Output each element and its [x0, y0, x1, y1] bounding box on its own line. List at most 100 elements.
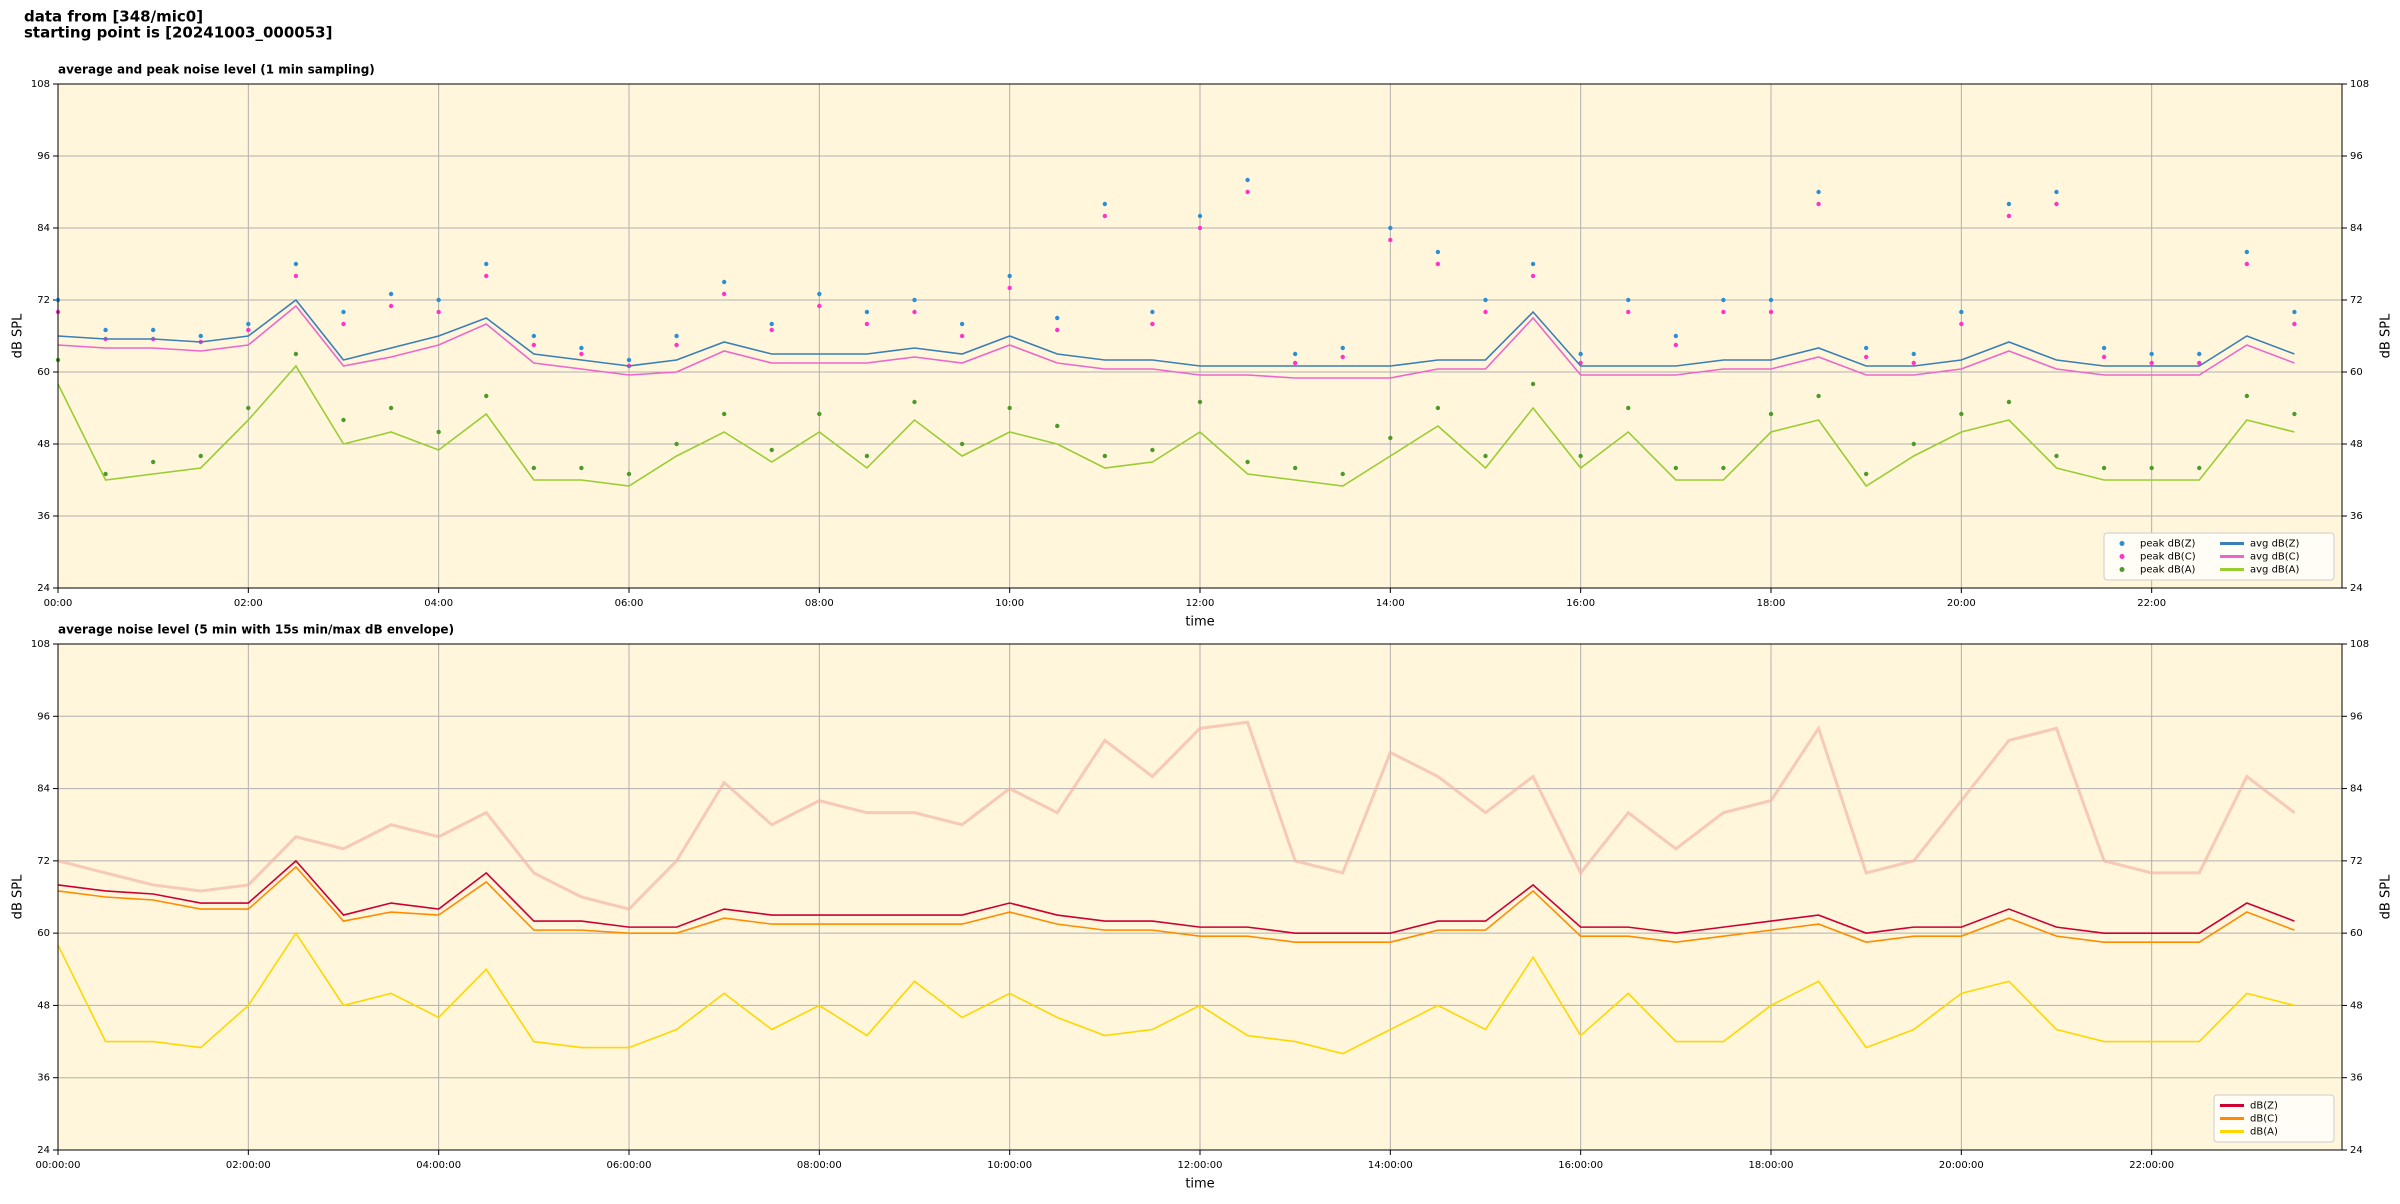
x-tick-label: 12:00 [1186, 598, 1215, 609]
peak-dot [1816, 201, 1821, 207]
x-tick-label: 18:00 [1757, 598, 1786, 609]
x-tick-label: 00:00 [44, 598, 73, 609]
x-tick-label: 22:00 [2137, 598, 2166, 609]
x-tick-label: 12:00:00 [1178, 1160, 1223, 1171]
envelope [57, 720, 2296, 911]
peak-dot [1626, 297, 1631, 303]
peak-dot [1959, 309, 1964, 315]
y-tick-label: 60 [37, 928, 50, 939]
y-tick-label: 108 [31, 639, 50, 650]
peak-dot [1911, 441, 1916, 447]
y-axis-label: dB SPL [11, 874, 26, 919]
y-tick-label: 96 [37, 151, 50, 162]
peak-dot [1768, 411, 1774, 417]
y-tick-label: 24 [37, 583, 50, 594]
x-axis-label: time [1185, 1177, 1214, 1192]
peak-dot [1197, 213, 1203, 219]
peak-dot [1055, 315, 1060, 321]
peak-dot [341, 321, 346, 327]
peak-dot [1863, 471, 1869, 477]
peak-dot [674, 342, 679, 348]
peak-dot [198, 333, 203, 339]
y-tick-label: 36 [37, 1073, 50, 1084]
series-line [57, 304, 2295, 379]
x-tick-label: 16:00 [1566, 598, 1595, 609]
peak-dot [1959, 321, 1964, 327]
peak-dot [721, 279, 727, 285]
peak-dot [769, 327, 774, 333]
peak-dot [1435, 249, 1441, 255]
peak-dot [1388, 237, 1393, 243]
peak-dot [1150, 309, 1155, 315]
peak-dot [2244, 249, 2250, 255]
peak-dot [959, 333, 965, 339]
x-tick-label: 14:00 [1376, 598, 1405, 609]
peak-dot [1102, 201, 1108, 207]
peak-dot [769, 447, 774, 453]
peak-dot [1626, 405, 1631, 411]
y2-tick-label: 36 [2350, 1073, 2363, 1084]
y2-axis-label: dB SPL [2379, 874, 2394, 919]
peak-dot [1530, 261, 1536, 267]
peak-dot [959, 441, 965, 447]
peak-dot [2197, 360, 2202, 366]
peak-dot [1102, 453, 1108, 459]
legend-marker [2119, 554, 2125, 559]
x-tick-label: 20:00 [1947, 598, 1976, 609]
series-line [57, 859, 2295, 934]
x-tick-label: 14:00:00 [1368, 1160, 1413, 1171]
y2-tick-label: 24 [2350, 1145, 2363, 1156]
peak-dot [1816, 189, 1821, 195]
y-tick-label: 84 [37, 784, 50, 795]
legend-label: avg dB(A) [2250, 565, 2300, 576]
x-tick-label: 18:00:00 [1749, 1160, 1794, 1171]
peak-dot [1578, 351, 1583, 357]
peak-dot [531, 333, 537, 339]
x-tick-label: 00:00:00 [36, 1160, 81, 1171]
legend-label: peak dB(A) [2140, 565, 2196, 576]
peak-dot [1150, 447, 1155, 453]
x-tick-label: 06:00:00 [607, 1160, 652, 1171]
y2-axis-label: dB SPL [2379, 313, 2394, 358]
legend-marker [2119, 541, 2125, 546]
peak-dot [1435, 405, 1441, 411]
header-line: data from [348/mic0] [24, 8, 203, 26]
peak-dot [436, 309, 441, 315]
peak-dot [531, 465, 537, 471]
legend-label: peak dB(C) [2140, 552, 2196, 563]
legend-label: peak dB(Z) [2140, 539, 2196, 550]
peak-dot [2244, 261, 2250, 267]
y-tick-label: 72 [37, 856, 50, 867]
y2-tick-label: 84 [2350, 223, 2363, 234]
peak-dot [246, 321, 251, 327]
y2-tick-label: 48 [2350, 1000, 2363, 1011]
peak-dot [1530, 381, 1536, 387]
peak-dot [1578, 453, 1583, 459]
peak-dot [912, 309, 917, 315]
peak-dot [1340, 345, 1345, 351]
peak-dot [2054, 453, 2059, 459]
peak-dot [2292, 411, 2297, 417]
peak-dot [2101, 354, 2107, 360]
y2-tick-label: 24 [2350, 583, 2363, 594]
peak-dot [1530, 273, 1536, 279]
y2-tick-label: 96 [2350, 151, 2363, 162]
peak-dot [864, 453, 870, 459]
peak-dot [1911, 351, 1916, 357]
peak-dot [2006, 213, 2012, 219]
peak-dot [674, 441, 679, 447]
legend-label: dB(A) [2250, 1127, 2278, 1138]
peak-dot [1863, 345, 1869, 351]
peak-dot [1292, 465, 1298, 471]
peak-dot [721, 291, 727, 297]
peak-dot [1388, 225, 1393, 231]
y2-tick-label: 60 [2350, 367, 2363, 378]
peak-dot [579, 345, 584, 351]
y2-tick-label: 108 [2350, 639, 2369, 650]
peak-dot [246, 405, 251, 411]
x-tick-label: 08:00 [805, 598, 834, 609]
peak-dot [1959, 411, 1964, 417]
peak-dot [626, 471, 632, 477]
peak-dot [388, 291, 394, 297]
